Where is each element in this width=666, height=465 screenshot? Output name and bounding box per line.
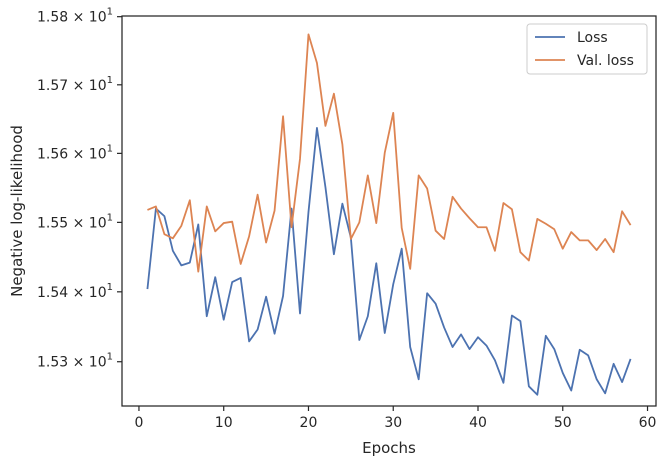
y-tick-exponent: 1 bbox=[107, 282, 113, 293]
y-tick-exponent: 1 bbox=[107, 212, 113, 223]
x-tick-label: 20 bbox=[300, 415, 318, 431]
y-tick-times: × bbox=[73, 146, 89, 162]
legend: Loss Val. loss bbox=[526, 23, 648, 75]
y-tick-base: 10 bbox=[89, 146, 107, 162]
legend-label-loss: Loss bbox=[577, 30, 608, 46]
y-tick-base: 10 bbox=[89, 78, 107, 94]
y-tick-times: × bbox=[73, 78, 89, 94]
plot-frame bbox=[121, 15, 657, 407]
plot-lines bbox=[146, 33, 632, 396]
y-tick-mantissa: 1.57 bbox=[37, 78, 73, 94]
y-tick-times: × bbox=[73, 10, 89, 26]
x-tick-label: 50 bbox=[554, 415, 572, 431]
y-tick-exponent: 1 bbox=[107, 7, 113, 18]
y-tick-exponent: 1 bbox=[107, 143, 113, 154]
y-tick-mantissa: 1.55 bbox=[37, 215, 73, 231]
y-tick-base: 10 bbox=[89, 215, 107, 231]
x-tick-label: 0 bbox=[134, 415, 143, 431]
y-tick-mantissa: 1.56 bbox=[37, 146, 73, 162]
y-tick-base: 10 bbox=[89, 355, 107, 371]
y-tick-label: 1.53 × 101 bbox=[37, 352, 113, 371]
x-tick-label: 60 bbox=[639, 415, 657, 431]
y-tick-exponent: 1 bbox=[107, 75, 113, 86]
y-tick-mantissa: 1.53 bbox=[37, 355, 73, 371]
y-tick-label: 1.57 × 101 bbox=[37, 75, 113, 94]
y-tick-times: × bbox=[73, 285, 89, 301]
y-tick-exponent: 1 bbox=[107, 352, 113, 363]
legend-label-val-loss: Val. loss bbox=[577, 53, 634, 69]
y-tick-mantissa: 1.54 bbox=[37, 285, 73, 301]
y-tick-base: 10 bbox=[89, 285, 107, 301]
x-tick-label: 30 bbox=[384, 415, 402, 431]
x-tick-label: 40 bbox=[469, 415, 487, 431]
x-tick-label: 10 bbox=[215, 415, 233, 431]
x-axis-label: Epochs bbox=[362, 439, 416, 457]
y-tick-times: × bbox=[73, 215, 89, 231]
y-tick-label: 1.58 × 101 bbox=[37, 7, 113, 26]
y-tick-times: × bbox=[73, 355, 89, 371]
y-tick-label: 1.55 × 101 bbox=[37, 212, 113, 231]
y-tick-base: 10 bbox=[89, 10, 107, 26]
series-line-loss bbox=[146, 127, 632, 396]
x-axis: 0 10 20 30 40 50 60 bbox=[134, 406, 656, 431]
y-axis-label: Negative log-likelihood bbox=[8, 125, 26, 297]
series-line-val-loss bbox=[147, 33, 632, 273]
y-tick-label: 1.56 × 101 bbox=[37, 143, 113, 162]
y-tick-mantissa: 1.58 bbox=[37, 10, 73, 26]
y-tick-label: 1.54 × 101 bbox=[37, 282, 113, 301]
